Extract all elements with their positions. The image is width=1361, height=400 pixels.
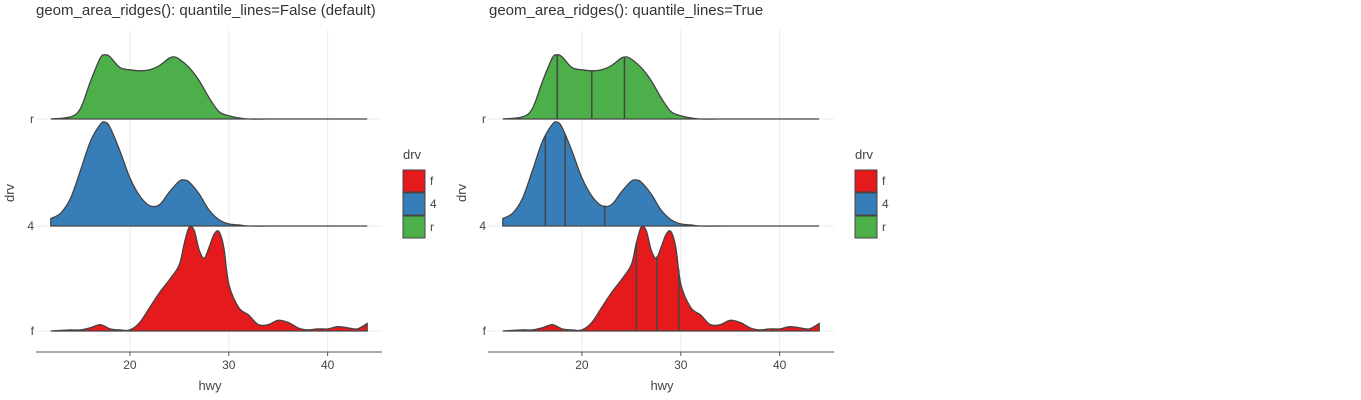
legend-label: r	[882, 220, 886, 234]
x-axis-title: hwy	[198, 378, 222, 393]
legend-title: drv	[403, 147, 422, 162]
legend-swatch	[402, 169, 426, 193]
chart-title: geom_area_ridges(): quantile_lines=True	[489, 2, 763, 19]
x-tick-label: 30	[222, 358, 236, 372]
legend-label: r	[430, 220, 434, 234]
y-tick-label: 4	[27, 219, 34, 233]
y-tick-label: f	[31, 324, 35, 338]
chart-panel-2: geom_area_ridges(): quantile_lines=True …	[454, 2, 889, 393]
legend-label: f	[430, 174, 434, 188]
legend-swatch	[854, 169, 878, 193]
x-tick-label: 20	[575, 358, 589, 372]
x-tick-label: 40	[321, 358, 335, 372]
ridges-layer	[502, 54, 820, 332]
y-tick-label: f	[483, 324, 487, 338]
legend: f 4 r	[402, 169, 437, 239]
chart-panel-1: geom_area_ridges(): quantile_lines=False…	[2, 2, 437, 393]
x-ticks: 20 30 40	[123, 352, 335, 372]
ridge-area-four	[502, 121, 820, 227]
legend-label: 4	[882, 197, 889, 211]
x-tick-label: 20	[123, 358, 137, 372]
legend-swatch	[402, 192, 426, 216]
legend-label: f	[882, 174, 886, 188]
legend-swatch	[854, 192, 878, 216]
x-tick-label: 30	[674, 358, 688, 372]
y-tick-label: 4	[479, 219, 486, 233]
ridge-area-f	[50, 225, 368, 332]
ridge-area-four	[50, 121, 368, 227]
legend-swatch	[402, 215, 426, 239]
x-axis-title: hwy	[650, 378, 674, 393]
legend-title: drv	[855, 147, 874, 162]
y-tick-label: r	[30, 112, 34, 126]
ridge-area-f	[502, 225, 820, 332]
legend-label: 4	[430, 197, 437, 211]
x-tick-label: 40	[773, 358, 787, 372]
legend: f 4 r	[854, 169, 889, 239]
y-axis-title: drv	[2, 183, 17, 202]
y-tick-label: r	[482, 112, 486, 126]
legend-swatch	[854, 215, 878, 239]
y-axis-title: drv	[454, 183, 469, 202]
x-ticks: 20 30 40	[575, 352, 787, 372]
ridge-area-r	[50, 54, 368, 120]
y-ticks: f 4 r	[27, 112, 34, 338]
y-ticks: f 4 r	[479, 112, 486, 338]
ridges-layer	[50, 54, 368, 332]
ridge-area-r	[502, 54, 820, 120]
chart-title: geom_area_ridges(): quantile_lines=False…	[36, 2, 376, 19]
